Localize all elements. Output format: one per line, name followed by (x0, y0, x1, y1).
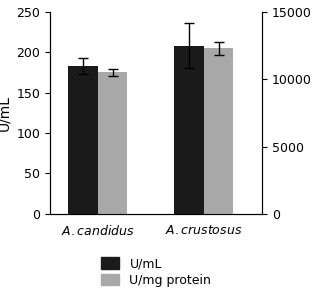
Bar (98, 72, 127, 214)
Bar (68, 66, 98, 214)
Bar (204, 48, 233, 214)
Y-axis label: U/mL: U/mL (0, 95, 11, 131)
Bar (174, 46, 204, 214)
Legend: U/mL, U/mg protein: U/mL, U/mg protein (97, 254, 215, 291)
